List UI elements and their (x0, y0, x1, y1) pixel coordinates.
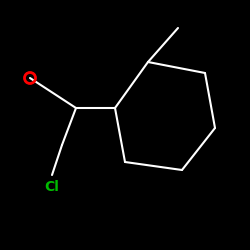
Text: Cl: Cl (44, 180, 60, 194)
